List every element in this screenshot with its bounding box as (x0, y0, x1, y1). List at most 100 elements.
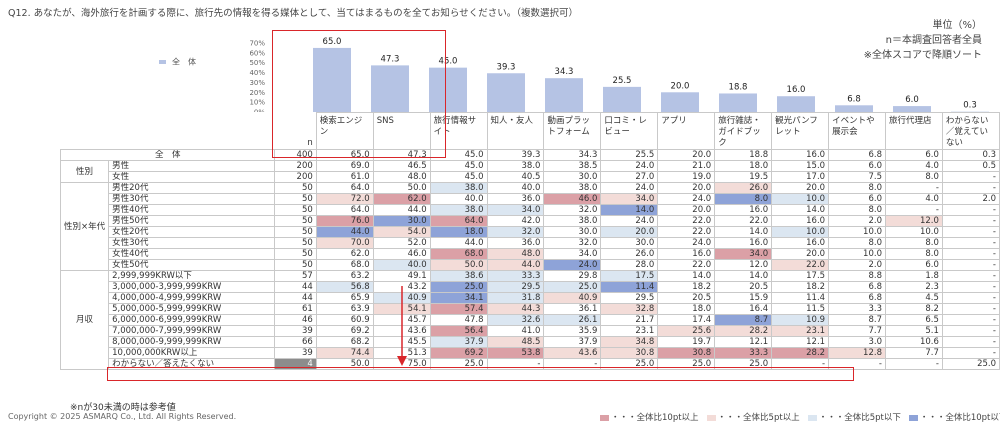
row-label: 男性50代 (108, 215, 276, 227)
value-cell: 22.0 (714, 215, 773, 227)
value-cell: - (941, 303, 1000, 315)
value-cell: - (941, 336, 1000, 348)
value-cell: 61.0 (315, 171, 374, 183)
bar-value-label: 20.0 (671, 81, 690, 91)
value-cell: 49.1 (372, 270, 431, 282)
value-cell: 56.8 (315, 281, 374, 293)
value-cell: 46.0 (372, 248, 431, 260)
value-cell: 16.0 (771, 215, 830, 227)
value-cell: 44.0 (429, 237, 488, 249)
n-cell: 4 (274, 358, 317, 370)
row-label: 男性 (108, 160, 276, 172)
row-label: 女性 (108, 171, 276, 183)
value-cell: 16.0 (714, 237, 773, 249)
bar (313, 47, 351, 112)
table-row: 性別×年代 男性20代 50 64.0 50.0 38.0 40.0 38.0 24.0 20.0… (59, 182, 1000, 271)
value-cell: 10.0 (828, 226, 886, 238)
value-cell: 20.0 (657, 182, 716, 194)
legend-swatch (600, 414, 609, 421)
table-row: 5,000,000-5,999,999KRW 61 63.9 54.1 57.4 44.3… (61, 303, 1000, 315)
value-cell: 20.5 (714, 281, 773, 293)
value-cell: 38.0 (429, 204, 488, 216)
table-row: 10,000,000KRW以上 39 74.4 51.3 69.2 53.8 43.6 30.… (61, 347, 1000, 359)
row-label: 2,999,999KRW以下 (108, 270, 276, 282)
value-cell: 45.0 (429, 149, 488, 161)
value-cell: 29.5 (600, 292, 659, 304)
value-cell: 52.0 (372, 237, 431, 249)
value-cell: 10.0 (828, 248, 886, 260)
value-cell: 38.6 (429, 270, 488, 282)
category-header: 旅行代理店 (884, 112, 943, 150)
value-cell: 74.4 (315, 347, 374, 359)
value-cell: 3.0 (828, 336, 886, 348)
value-cell: 63.2 (315, 270, 374, 282)
value-cell: 36.1 (543, 303, 602, 315)
footnote: ※nが30未満の時は参考値 (70, 403, 176, 413)
legend-label: ・・・全体比5pt以下 (818, 413, 901, 423)
value-cell: 50.0 (315, 358, 374, 370)
value-cell: - (941, 270, 1000, 282)
n-cell: 44 (274, 281, 317, 293)
row-label: わからない／答えたくない (108, 358, 276, 370)
y-tick-label: 70% (249, 40, 265, 48)
value-cell: 65.9 (315, 292, 374, 304)
bar-value-label: 65.0 (323, 37, 342, 47)
value-cell: 28.2 (714, 325, 773, 337)
table-row: 女性50代 50 68.0 40.0 50.0 44.0 24.0 28.0 22.0 12.0 2… (61, 259, 1000, 271)
group-label: 月収 (59, 270, 110, 370)
value-cell: 20.0 (771, 248, 830, 260)
value-cell: 40.0 (429, 193, 488, 205)
legend-swatch (908, 414, 918, 421)
value-cell: 72.0 (315, 193, 374, 205)
value-cell: 14.0 (714, 226, 773, 238)
value-cell: 43.6 (543, 347, 602, 359)
value-cell: 12.1 (771, 336, 830, 348)
value-cell: 31.8 (486, 292, 545, 304)
value-cell: - (941, 292, 1000, 304)
value-cell: 10.0 (771, 226, 830, 238)
table-row: 男性30代 50 72.0 62.0 40.0 36.0 46.0 34.0 24.0 8.0 10… (61, 193, 1000, 205)
value-cell: 18.0 (429, 226, 488, 238)
bar (603, 86, 641, 112)
category-header: SNS (372, 112, 431, 150)
value-cell: 8.8 (828, 270, 886, 282)
value-cell: 40.0 (372, 259, 431, 271)
value-cell: 26.0 (600, 248, 659, 260)
value-cell: 14.0 (714, 270, 773, 282)
table-row: 男性40代 50 64.0 44.0 38.0 34.0 32.0 14.0 20.0 16.0 1… (61, 204, 1000, 216)
bar (487, 73, 525, 112)
value-cell: 57.4 (429, 303, 488, 315)
value-cell: 2.0 (941, 193, 1000, 205)
value-cell: 68.2 (315, 336, 374, 348)
table-row: 6,000,000-6,999,999KRW 46 60.9 45.7 47.8 32.6… (61, 314, 1000, 326)
value-cell: 24.0 (657, 193, 716, 205)
value-cell: 20.0 (600, 226, 659, 238)
value-cell: 16.0 (771, 149, 830, 161)
value-cell: 33.3 (486, 270, 545, 282)
value-cell: - (941, 182, 1000, 194)
value-cell: 48.0 (372, 171, 431, 183)
row-label: 女性50代 (108, 259, 276, 271)
table-row: わからない／答えたくない 4 50.0 75.0 25.0- -25.0 25.0 25.0-… (61, 358, 1000, 370)
n-cell: 39 (274, 325, 317, 337)
row-label: 全 体 (59, 149, 276, 161)
value-cell: 24.0 (543, 259, 602, 271)
category-header: 旅行情報サイト (429, 112, 488, 150)
row-label: 男性30代 (108, 193, 276, 205)
value-cell: 20.0 (771, 182, 830, 194)
value-cell: 15.0 (771, 160, 830, 172)
value-cell: 6.5 (884, 314, 943, 326)
value-cell: 56.4 (429, 325, 488, 337)
value-cell: 11.4 (771, 292, 830, 304)
value-cell: 8.0 (884, 248, 943, 260)
value-cell: - (941, 226, 1000, 238)
value-cell: 46.0 (543, 193, 602, 205)
y-tick-label: 20% (249, 89, 265, 97)
value-cell: 25.6 (657, 325, 716, 337)
value-cell: 23.1 (771, 325, 830, 337)
value-cell: 18.8 (714, 149, 773, 161)
bar (835, 105, 873, 112)
table-row: 8,000,000-9,999,999KRW 66 68.2 45.5 37.9 48.5… (61, 336, 1000, 348)
value-cell: 39.3 (486, 149, 545, 161)
bar (429, 67, 467, 112)
